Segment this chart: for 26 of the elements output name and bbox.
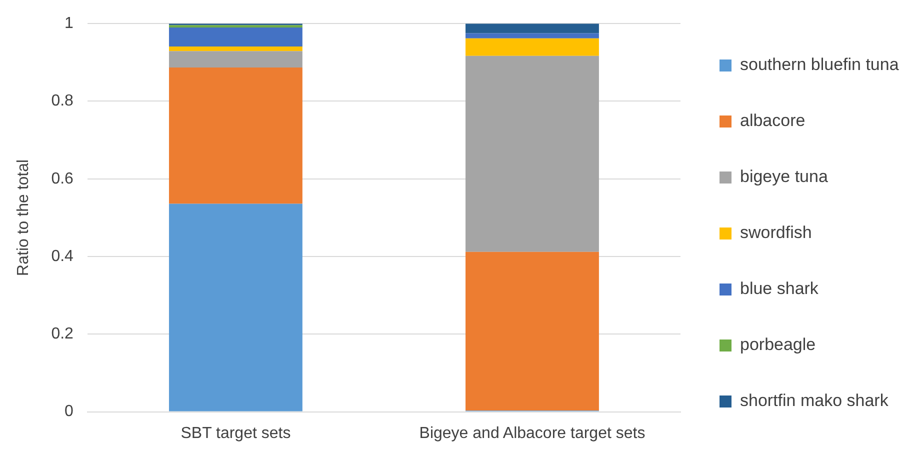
y-tick-label: 0.2 bbox=[51, 326, 74, 343]
y-tick-label: 0.8 bbox=[51, 92, 74, 110]
bar bbox=[168, 51, 302, 68]
bar bbox=[466, 24, 599, 34]
bar bbox=[466, 56, 599, 252]
bar bbox=[466, 33, 599, 38]
legend-label: swordfish bbox=[740, 223, 812, 242]
legend-label: southern bluefin tuna bbox=[740, 55, 900, 74]
y-tick-label: 0.4 bbox=[51, 248, 74, 265]
bar bbox=[466, 252, 599, 411]
y-tick-label: 1 bbox=[64, 15, 74, 32]
x-tick-label: Bigeye and Albacore target sets bbox=[419, 424, 646, 442]
legend-label: shortfin mako shark bbox=[740, 391, 889, 410]
y-tick-label: 0 bbox=[64, 403, 74, 420]
bar bbox=[168, 46, 302, 52]
bar bbox=[168, 67, 302, 204]
legend-label: albacore bbox=[740, 111, 806, 130]
legend-label: porbeagle bbox=[740, 335, 816, 354]
y-tick-label: 0.6 bbox=[51, 170, 74, 188]
legend-label: blue shark bbox=[740, 279, 819, 298]
legend-label: bigeye tuna bbox=[740, 167, 828, 186]
bar bbox=[168, 204, 302, 412]
bar bbox=[168, 27, 302, 47]
bar bbox=[466, 38, 599, 56]
y-axis-title: Ratio to the total bbox=[15, 159, 32, 276]
x-tick-label: SBT target sets bbox=[180, 424, 291, 442]
